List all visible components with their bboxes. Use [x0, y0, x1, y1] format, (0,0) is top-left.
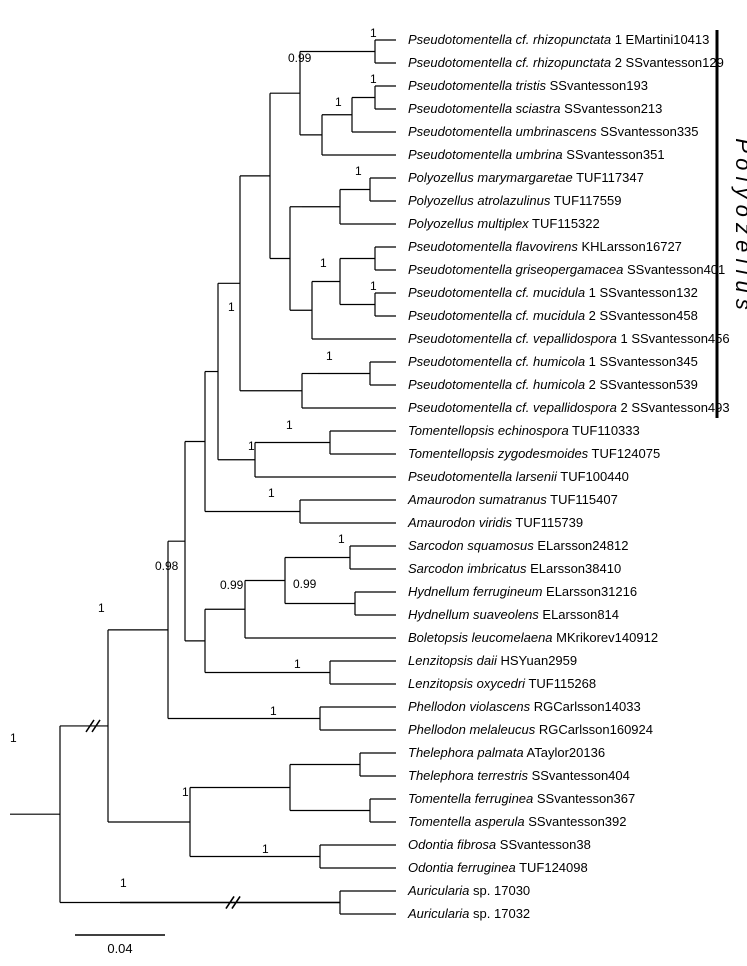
taxon-label: Pseudotomentella cf. vepallidospora 1 SS…: [408, 331, 730, 346]
taxon-label: Pseudotomentella flavovirens KHLarsson16…: [408, 239, 682, 254]
support-value: 1: [326, 349, 333, 363]
support-value: 1: [335, 95, 342, 109]
taxon-label: Tomentella ferruginea SSvantesson367: [408, 791, 635, 806]
support-value: 0.99: [288, 51, 312, 65]
taxon-label: Pseudotomentella umbrina SSvantesson351: [408, 147, 665, 162]
support-value: 1: [268, 486, 275, 500]
taxon-label: Pseudotomentella cf. mucidula 2 SSvantes…: [408, 308, 698, 323]
taxon-label: Odontia fibrosa SSvantesson38: [408, 837, 591, 852]
support-value: 1: [270, 704, 277, 718]
support-value: 1: [228, 300, 235, 314]
support-value: 1: [338, 532, 345, 546]
taxon-label: Pseudotomentella umbrinascens SSvantesso…: [408, 124, 699, 139]
support-value: 1: [182, 785, 189, 799]
support-value: 1: [120, 876, 127, 890]
taxon-label: Odontia ferruginea TUF124098: [408, 860, 588, 875]
taxon-label: Phellodon melaleucus RGCarlsson160924: [408, 722, 653, 737]
clade-label: P o l y o z e l l u s: [731, 138, 747, 310]
support-value: 1: [262, 842, 269, 856]
support-value: 1: [98, 601, 105, 615]
support-value: 1: [10, 731, 17, 745]
taxon-label: Tomentellopsis echinospora TUF110333: [408, 423, 640, 438]
taxon-label: Hydnellum ferrugineum ELarsson31216: [408, 584, 637, 599]
taxon-label: Amaurodon viridis TUF115739: [407, 515, 583, 530]
taxon-label: Sarcodon imbricatus ELarsson38410: [408, 561, 621, 576]
support-value: 1: [370, 26, 377, 40]
taxon-label: Amaurodon sumatranus TUF115407: [407, 492, 618, 507]
taxon-label: Lenzitopsis oxycedri TUF115268: [408, 676, 596, 691]
taxon-label: Thelephora terrestris SSvantesson404: [408, 768, 630, 783]
taxon-label: Pseudotomentella sciastra SSvantesson213: [408, 101, 662, 116]
support-value: 1: [355, 164, 362, 178]
support-value: 1: [370, 72, 377, 86]
taxon-label: Lenzitopsis daii HSYuan2959: [408, 653, 577, 668]
taxon-label: Auricularia sp. 17030: [407, 883, 530, 898]
taxon-label: Pseudotomentella cf. mucidula 1 SSvantes…: [408, 285, 698, 300]
taxon-label: Pseudotomentella cf. humicola 2 SSvantes…: [408, 377, 698, 392]
taxon-label: Boletopsis leucomelaena MKrikorev140912: [408, 630, 658, 645]
taxon-label: Pseudotomentella cf. vepallidospora 2 SS…: [408, 400, 730, 415]
support-value: 1: [370, 279, 377, 293]
taxon-label: Sarcodon squamosus ELarsson24812: [408, 538, 628, 553]
taxon-label: Auricularia sp. 17032: [407, 906, 530, 921]
taxon-label: Pseudotomentella cf. rhizopunctata 1 EMa…: [408, 32, 709, 47]
taxon-label: Thelephora palmata ATaylor20136: [408, 745, 605, 760]
support-value: 1: [294, 657, 301, 671]
support-value: 1: [320, 256, 327, 270]
taxon-label: Polyozellus multiplex TUF115322: [408, 216, 600, 231]
taxon-label: Tomentella asperula SSvantesson392: [408, 814, 627, 829]
support-value: 0.99: [220, 578, 244, 592]
scale-bar-label: 0.04: [107, 941, 132, 956]
taxon-label: Hydnellum suaveolens ELarsson814: [408, 607, 619, 622]
support-value: 0.98: [155, 559, 179, 573]
taxon-label: Pseudotomentella larsenii TUF100440: [408, 469, 629, 484]
taxon-label: Tomentellopsis zygodesmoides TUF124075: [408, 446, 660, 461]
taxon-label: Pseudotomentella tristis SSvantesson193: [408, 78, 648, 93]
taxon-label: Polyozellus marymargaretae TUF117347: [408, 170, 644, 185]
taxon-label: Pseudotomentella cf. rhizopunctata 2 SSv…: [408, 55, 724, 70]
taxon-label: Phellodon violascens RGCarlsson14033: [408, 699, 641, 714]
taxon-label: Polyozellus atrolazulinus TUF117559: [408, 193, 621, 208]
support-value: 1: [286, 418, 293, 432]
support-value: 1: [248, 439, 255, 453]
taxon-label: Pseudotomentella cf. humicola 1 SSvantes…: [408, 354, 698, 369]
phylogenetic-tree: Pseudotomentella cf. rhizopunctata 1 EMa…: [0, 0, 747, 966]
support-value: 0.99: [293, 577, 317, 591]
taxon-label: Pseudotomentella griseopergamacea SSvant…: [408, 262, 725, 277]
